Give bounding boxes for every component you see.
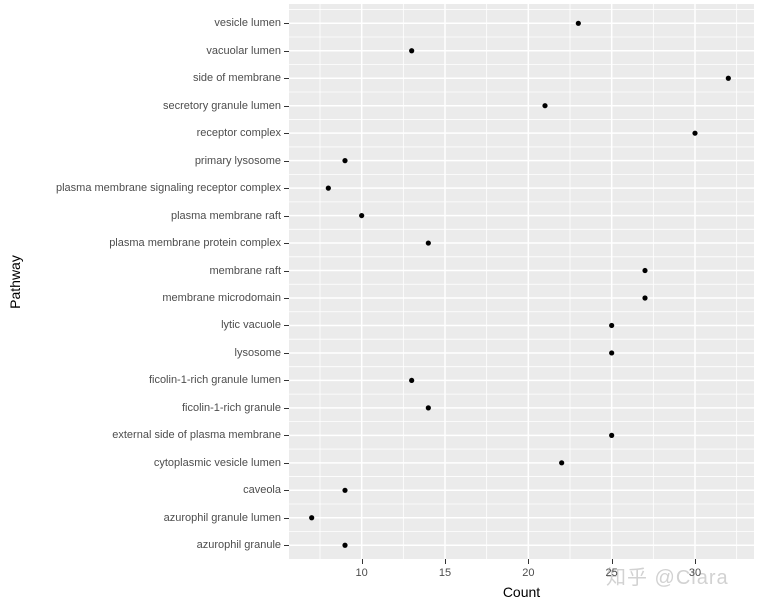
y-category-label: membrane raft: [209, 264, 281, 277]
y-category-label: external side of plasma membrane: [112, 429, 281, 442]
data-point: [342, 542, 348, 548]
y-axis-tick: [284, 23, 289, 25]
y-category-label: caveola: [243, 484, 281, 497]
plot-area-svg: [289, 4, 754, 559]
x-tick-label: 20: [522, 567, 535, 579]
y-axis-tick: [284, 215, 289, 217]
x-axis-tick: [528, 559, 530, 564]
y-category-label: plasma membrane protein complex: [109, 237, 281, 250]
y-axis-tick: [284, 50, 289, 52]
y-category-label: lytic vacuole: [221, 319, 281, 332]
x-axis-tick: [361, 559, 363, 564]
data-point: [575, 20, 581, 26]
y-axis-tick: [284, 78, 289, 80]
y-axis-tick: [284, 490, 289, 492]
y-axis-tick: [284, 380, 289, 382]
y-axis-tick: [284, 105, 289, 107]
y-category-label: primary lysosome: [194, 154, 281, 167]
watermark: 知乎 @Clara: [606, 567, 729, 589]
x-axis-tick: [445, 559, 446, 564]
y-axis-tick: [284, 462, 289, 464]
x-axis-title: Count: [502, 584, 541, 600]
data-point: [425, 240, 431, 246]
x-axis-tick: [695, 559, 696, 564]
data-point: [425, 405, 431, 411]
data-point: [642, 295, 648, 301]
y-category-label: side of membrane: [192, 72, 281, 85]
y-category-label: azurophil granule lumen: [163, 511, 281, 524]
y-category-label: receptor complex: [196, 127, 281, 140]
y-axis-tick: [284, 133, 289, 135]
y-category-label: cytoplasmic vesicle lumen: [153, 456, 281, 469]
y-category-label: vacuolar lumen: [206, 44, 281, 57]
y-category-label: ficolin-1-rich granule: [181, 401, 281, 414]
y-axis-tick: [284, 298, 289, 299]
data-point: [342, 158, 348, 164]
data-point: [342, 487, 348, 493]
y-category-label: secretory granule lumen: [162, 99, 281, 112]
y-category-label: plasma membrane signaling receptor compl…: [56, 182, 281, 195]
y-category-label: plasma membrane raft: [170, 209, 281, 222]
y-axis-tick: [284, 352, 289, 354]
data-point: [309, 515, 315, 521]
data-point: [692, 130, 698, 136]
x-tick-label: 25: [605, 567, 618, 579]
x-axis-tick: [611, 559, 613, 564]
x-tick-label: 15: [438, 567, 452, 579]
x-tick-label: 10: [355, 567, 368, 579]
data-point: [359, 212, 365, 219]
y-axis-tick: [284, 160, 289, 162]
data-point: [609, 432, 615, 438]
y-axis-tick: [284, 270, 289, 272]
y-axis-tick: [284, 243, 289, 245]
y-axis-tick: [284, 517, 289, 519]
y-axis-tick: [284, 407, 289, 409]
data-point: [559, 460, 565, 466]
plot-panel: [289, 4, 754, 559]
y-category-label: vesicle lumen: [214, 17, 281, 30]
y-category-label: membrane microdomain: [162, 292, 281, 304]
y-axis-tick: [284, 435, 289, 437]
y-category-label: ficolin-1-rich granule lumen: [148, 374, 281, 387]
data-point: [542, 103, 548, 109]
data-point: [409, 48, 415, 54]
data-point: [409, 377, 415, 384]
y-axis-tick: [284, 545, 289, 547]
data-point: [609, 350, 615, 356]
x-tick-label: 30: [688, 567, 702, 579]
data-point: [325, 185, 331, 191]
data-point: [725, 75, 731, 81]
y-axis-tick: [284, 188, 289, 190]
data-point: [642, 267, 648, 274]
y-axis-tick: [284, 325, 289, 327]
data-point: [609, 322, 615, 329]
y-category-label: azurophil granule: [196, 539, 281, 552]
y-category-label: lysosome: [234, 346, 281, 359]
